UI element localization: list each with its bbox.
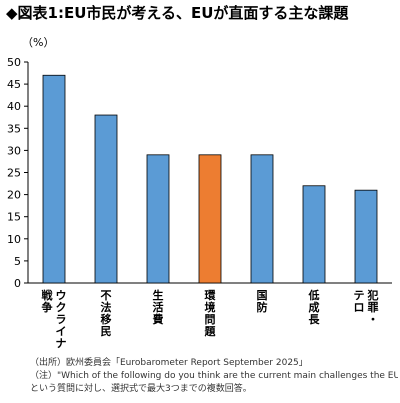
y-tick-label: 20 xyxy=(7,189,21,202)
y-tick-label: 50 xyxy=(7,56,21,69)
y-tick-label: 5 xyxy=(14,255,21,268)
y-tick-label: 15 xyxy=(7,211,21,224)
x-tick-label: 環境問題 xyxy=(205,289,217,338)
bar xyxy=(302,185,326,284)
answer-note: という質問に対し、選択式で最大3つまでの複数回答。 xyxy=(30,384,252,394)
chart-notes: （出所）欧州委員会「Eurobarometer Report September… xyxy=(30,357,398,396)
y-tick-label: 0 xyxy=(14,277,21,290)
y-tick-label: 10 xyxy=(7,233,21,246)
question-note: （注）"Which of the following do you think … xyxy=(30,371,398,381)
y-tick-label: 45 xyxy=(7,78,21,91)
chart-area: （%） 0 5 10 15 20 25 30 35 40 45 50 ウクライナ戦争 不法移民 生活費 環境問… xyxy=(0,26,400,356)
bar xyxy=(198,154,222,284)
y-tick-label: 40 xyxy=(7,100,21,113)
bar xyxy=(94,114,118,284)
x-tick-label: 生活費 xyxy=(152,288,164,326)
source-note: （出所）欧州委員会「Eurobarometer Report September… xyxy=(30,358,308,368)
y-tick-label: 30 xyxy=(7,144,21,157)
x-tick-label: 不法移民 xyxy=(101,289,112,338)
bar-chart: （%） 0 5 10 15 20 25 30 35 40 45 50 ウクライナ戦争 不法移民 生活費 環境問… xyxy=(7,36,392,350)
x-tick-label: 低成長 xyxy=(308,288,321,326)
y-unit-label: （%） xyxy=(22,36,54,49)
x-tick-label: 国防 xyxy=(257,289,268,314)
x-tick-label: 犯罪・テロ xyxy=(354,288,379,326)
chart-title: ◆図表1:EU市民が考える、EUが直面する主な課題 xyxy=(6,4,349,22)
bar xyxy=(354,189,378,284)
y-tick-label: 35 xyxy=(7,122,21,135)
bar xyxy=(42,74,66,284)
bar xyxy=(250,154,274,284)
y-tick-label: 25 xyxy=(7,167,21,180)
x-tick-label: ウクライナ戦争 xyxy=(42,288,67,350)
bar xyxy=(146,154,170,284)
